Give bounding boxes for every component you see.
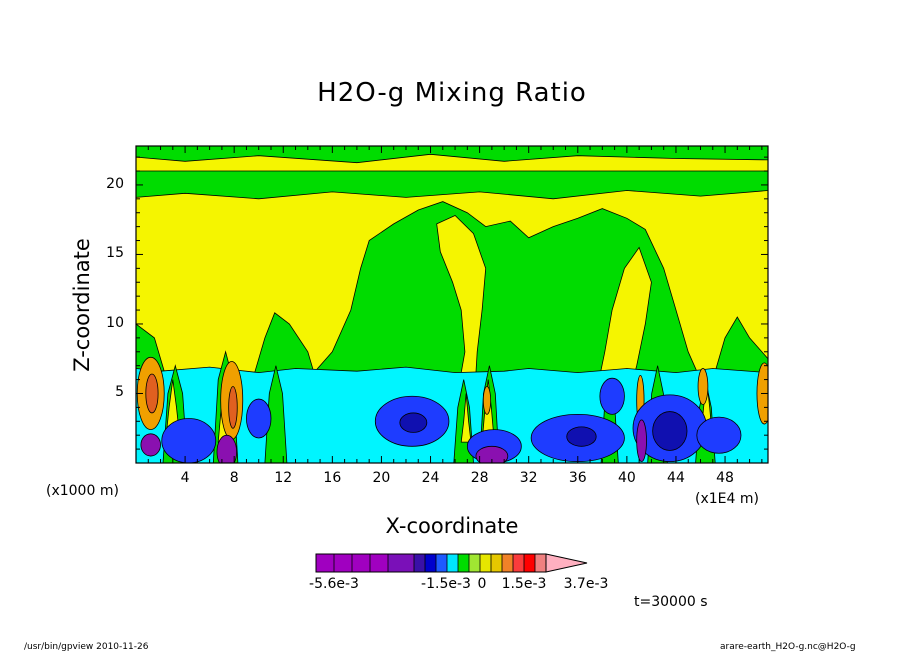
- contour-field: [136, 146, 768, 463]
- plot-border: [135, 145, 769, 464]
- x-tick-label: 8: [229, 470, 239, 486]
- contour-blue-20-core: [399, 412, 428, 433]
- contour-spike-green-2: [264, 365, 288, 463]
- contour-band-upper: [136, 146, 768, 164]
- footer-command: /usr/bin/gpview 2010-11-26: [24, 642, 149, 652]
- x-tick-label: 36: [568, 470, 587, 486]
- colorbar-segment: [502, 554, 513, 572]
- colorbar-extend-arrow: [545, 553, 588, 573]
- x-tick-label: 44: [667, 470, 685, 486]
- colorbar-segment: [414, 554, 425, 572]
- y-tick-label: 10: [106, 314, 124, 331]
- y-tick-label: 20: [106, 175, 124, 192]
- contour-purple-41: [636, 419, 647, 463]
- contour-blue-39: [599, 377, 625, 415]
- chart-title: H2O-g Mixing Ratio: [317, 78, 587, 108]
- contour-purple-left: [140, 433, 161, 457]
- contour-region-yellow-plume: [436, 215, 487, 394]
- colorbar-segment: [535, 554, 546, 572]
- colorbar-label: 0: [477, 576, 487, 592]
- colorbar-border: [315, 553, 547, 573]
- colorbar-segment: [458, 554, 469, 572]
- x-tick-label: 48: [716, 470, 734, 486]
- colorbar-segment: [352, 554, 370, 572]
- colorbar-segment: [334, 554, 352, 572]
- colorbar-segment: [388, 554, 414, 572]
- contour-orange-46: [697, 368, 709, 406]
- contour-blue-10: [246, 398, 272, 439]
- contour-blue-43-core: [652, 411, 688, 451]
- x-tick-label: 16: [323, 470, 342, 486]
- contour-blue-36-core: [566, 426, 597, 447]
- colorbar-segment: [480, 554, 491, 572]
- x-axis-unit: (x1E4 m): [695, 491, 759, 507]
- colorbar-segment: [447, 554, 458, 572]
- colorbar-segment: [370, 554, 388, 572]
- x-tick-label: 28: [470, 470, 489, 486]
- x-tick-label: 12: [274, 470, 293, 486]
- x-axis-label: X-coordinate: [385, 514, 519, 538]
- x-tick-label: 24: [421, 470, 440, 486]
- colorbar-segment: [513, 554, 524, 572]
- y-axis-unit: (x1000 m): [46, 483, 119, 499]
- contour-band-mid: [136, 170, 768, 200]
- y-axis-label: Z-coordinate: [70, 238, 94, 372]
- contour-orange-mid-core: [228, 386, 238, 429]
- footer-source: arare-earth_H2O-g.nc@H2O-g: [720, 642, 856, 652]
- y-tick-label: 15: [106, 245, 124, 262]
- contour-blue-4: [161, 418, 217, 463]
- x-tick-label: 4: [180, 470, 190, 486]
- x-tick-label: 32: [519, 470, 538, 486]
- colorbar-label: -1.5e-3: [421, 576, 471, 592]
- colorbar: [315, 553, 588, 573]
- colorbar-segment: [425, 554, 436, 572]
- colorbar-label: 3.7e-3: [563, 576, 609, 592]
- contour-blue-47: [696, 416, 742, 454]
- contour-purple-8: [216, 434, 238, 463]
- plot-frame: [135, 145, 769, 464]
- colorbar-label: 1.5e-3: [501, 576, 547, 592]
- contour-purple-29: [475, 445, 509, 463]
- colorbar-label: -5.6e-3: [309, 576, 359, 592]
- time-label: t=30000 s: [634, 594, 708, 610]
- y-tick-label: 5: [115, 384, 124, 401]
- colorbar-segment: [316, 554, 334, 572]
- colorbar-segment: [469, 554, 480, 572]
- colorbar-segment: [436, 554, 447, 572]
- contour-orange-left-core: [145, 373, 159, 414]
- colorbar-segment: [491, 554, 502, 572]
- colorbar-segment: [524, 554, 535, 572]
- contour-orange-28: [482, 386, 492, 415]
- x-tick-label: 20: [372, 470, 391, 486]
- x-tick-label: 40: [617, 470, 636, 486]
